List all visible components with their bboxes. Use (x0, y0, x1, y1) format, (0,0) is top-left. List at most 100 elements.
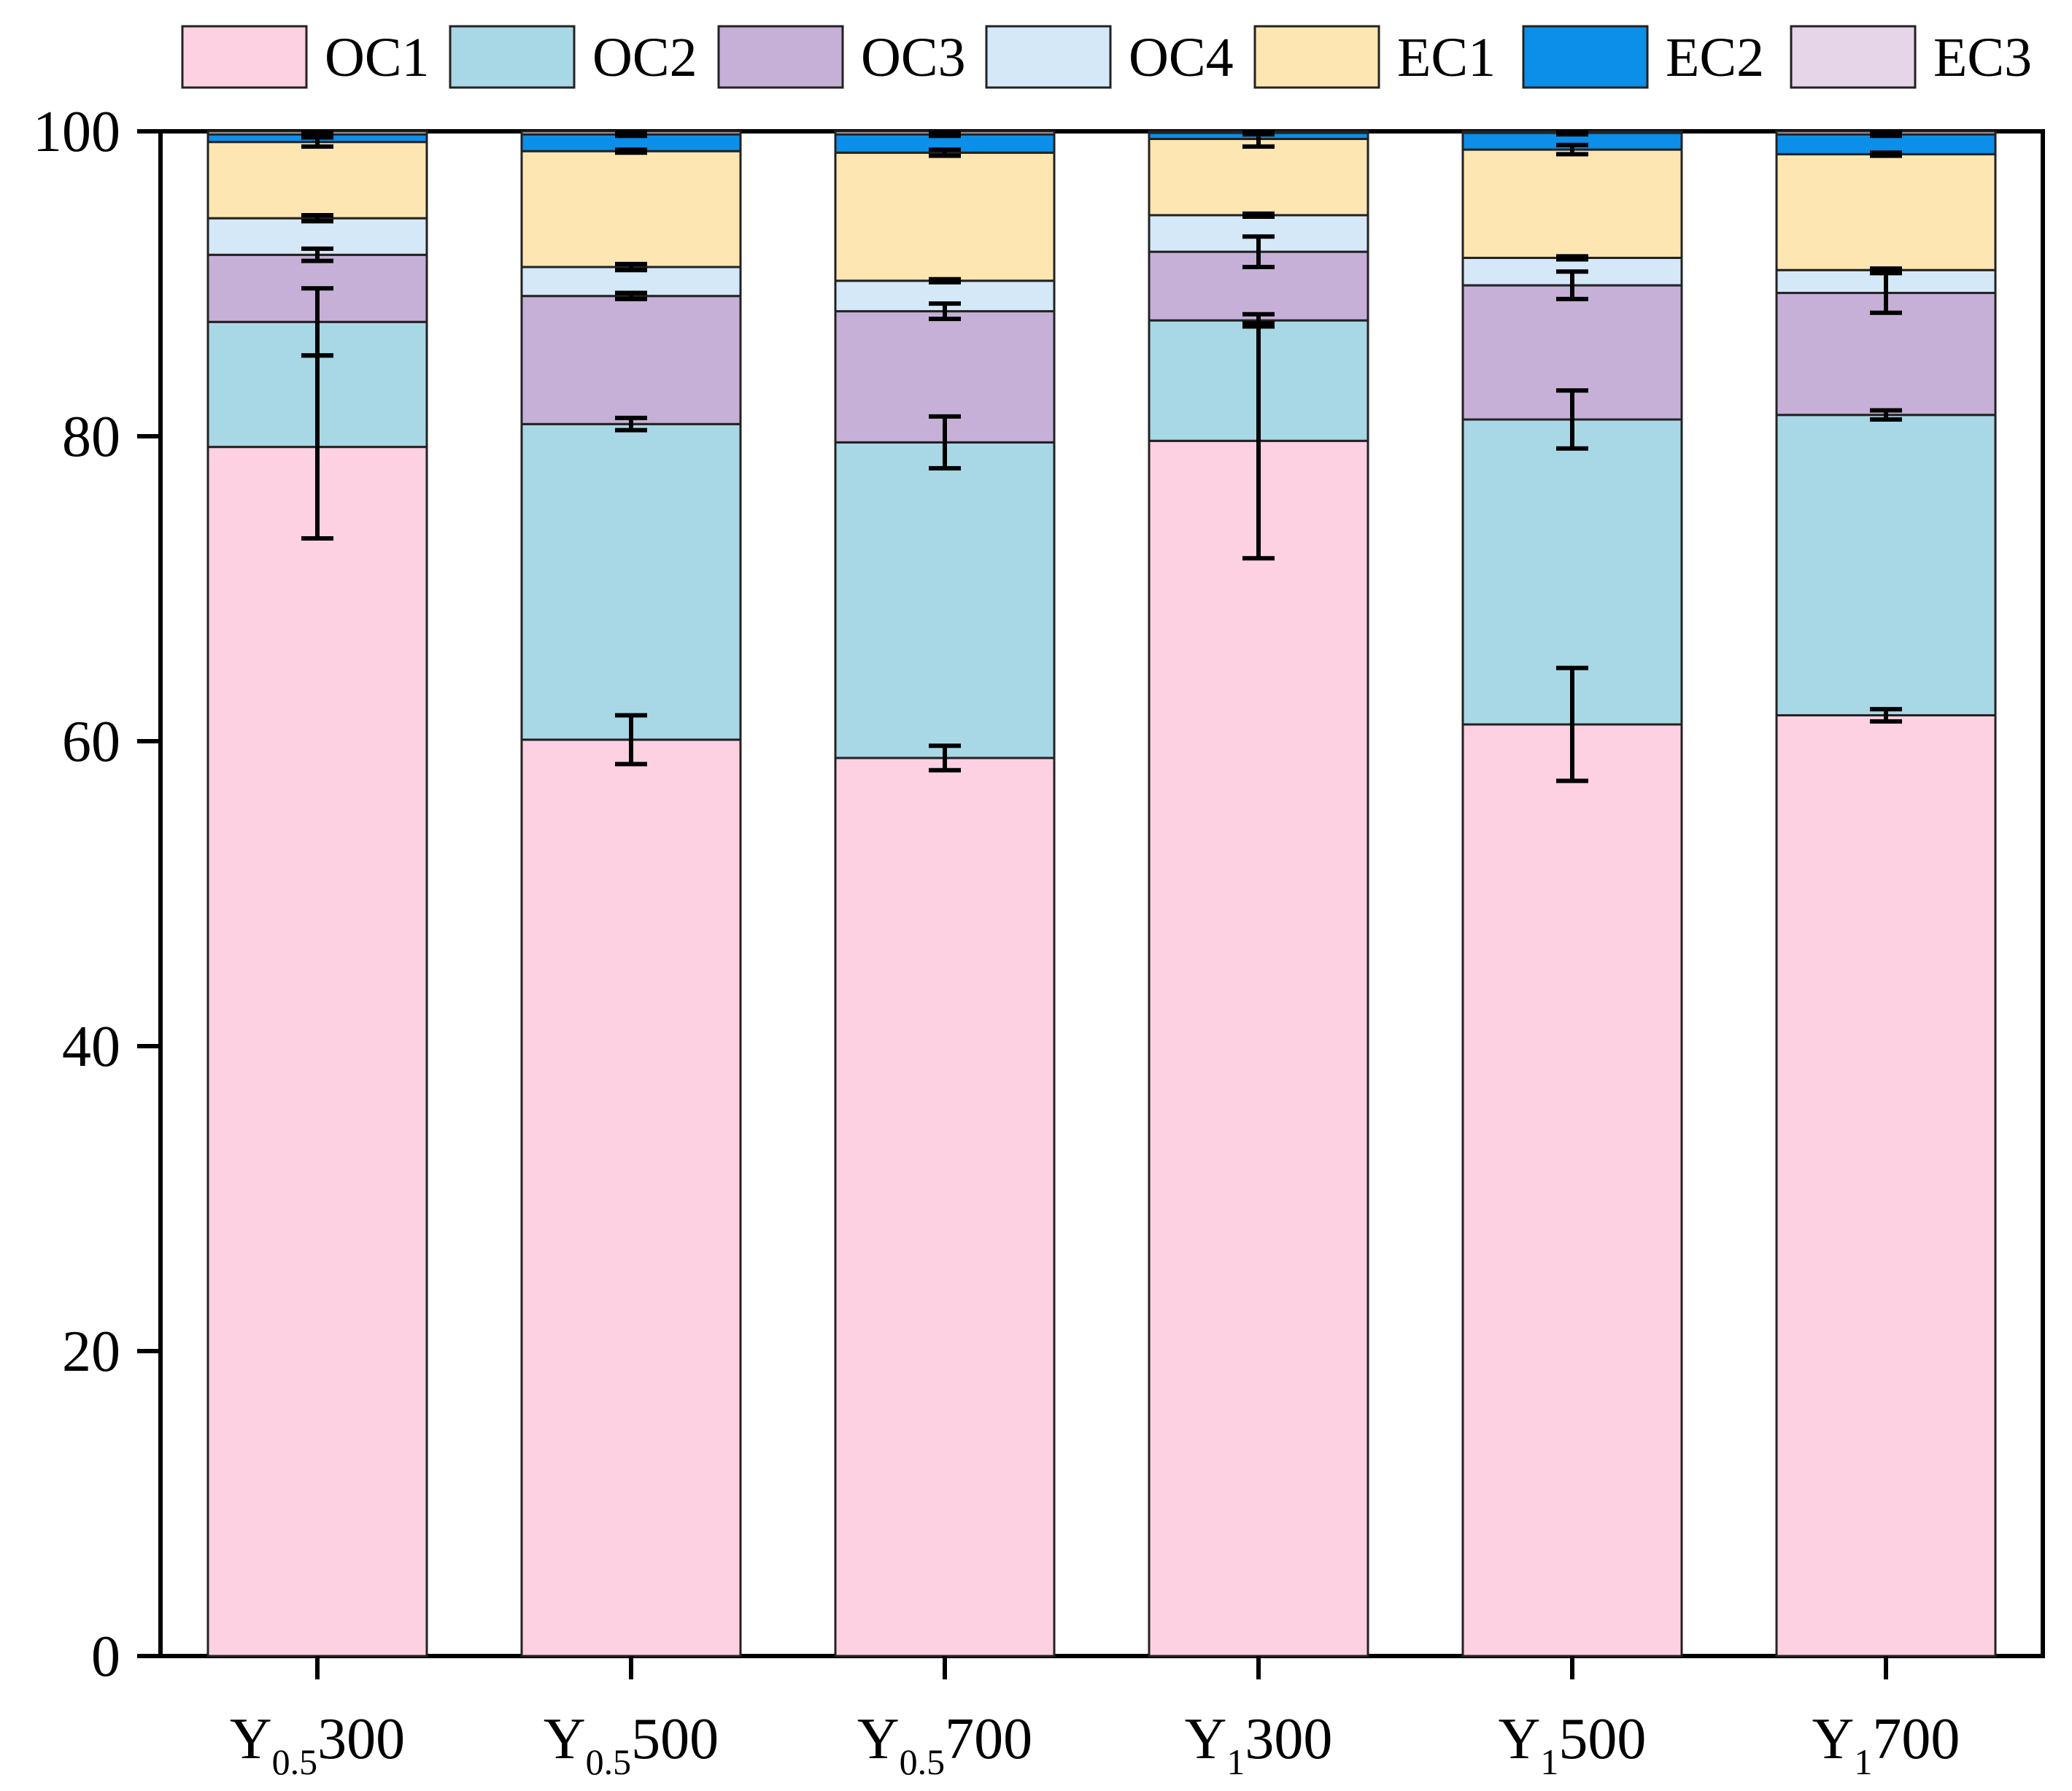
error-bar (1242, 312, 1275, 329)
bar-segment-oc1 (520, 738, 742, 1657)
bars (206, 130, 1997, 1657)
legend-item-oc1: OC1 (181, 25, 430, 89)
legend-swatch (1253, 25, 1380, 89)
error-bar (1870, 707, 1902, 724)
x-label-sub: 0.5 (272, 1741, 318, 1782)
x-label-suffix: 300 (317, 1707, 405, 1771)
y-tick-label: 20 (62, 1320, 120, 1384)
error-bar (1556, 269, 1588, 301)
legend-label: EC1 (1397, 27, 1496, 88)
error-bar (615, 713, 647, 767)
x-label-sub: 1 (1540, 1741, 1558, 1782)
x-tick-label: Y0.5500 (544, 1707, 719, 1782)
legend-label: OC1 (325, 27, 430, 88)
legend-item-oc3: OC3 (717, 25, 966, 89)
legend-swatch (449, 25, 576, 89)
error-bar (1870, 266, 1902, 274)
bar-segment-ec1 (834, 151, 1056, 282)
y-tick-label: 40 (62, 1015, 120, 1079)
error-bar (1242, 211, 1275, 220)
x-label-main: Y (1185, 1707, 1227, 1771)
x-tick-label: Y0.5700 (857, 1707, 1032, 1782)
x-axis: Y0.5300 Y0.5500 Y0.5700 Y1300 Y1500 Y1700 (230, 1656, 1960, 1782)
error-bar (929, 147, 961, 158)
legend-item-ec3: EC3 (1790, 25, 2032, 89)
error-bar (1556, 665, 1588, 784)
bar-segment-oc1 (1461, 723, 1683, 1657)
x-tick-label: Y1500 (1499, 1707, 1647, 1782)
bar-segment-ec1 (1461, 148, 1683, 259)
bar-segment-ec1 (520, 150, 742, 268)
x-tick-label: Y1300 (1185, 1707, 1333, 1782)
legend-item-ec2: EC2 (1522, 25, 1764, 89)
y-tick-label: 80 (62, 405, 120, 469)
y-tick-label: 60 (62, 710, 120, 774)
error-bar (615, 415, 647, 433)
error-bar (1870, 150, 1902, 158)
legend-label: OC2 (592, 27, 697, 88)
x-label-main: Y (230, 1707, 272, 1771)
error-bar (1556, 388, 1588, 451)
bar-segment-oc1 (1775, 713, 1997, 1657)
error-bar (1242, 234, 1275, 270)
error-bar (929, 131, 961, 139)
bar-segment-oc1 (834, 757, 1056, 1657)
error-bar (1870, 408, 1902, 422)
legend-label: EC3 (1933, 27, 2032, 88)
legend-label: OC4 (1129, 27, 1234, 88)
bar-segment-oc1 (1148, 439, 1369, 1657)
x-label-suffix: 700 (945, 1707, 1032, 1771)
error-bar (615, 147, 647, 155)
x-label-suffix: 500 (631, 1707, 719, 1771)
error-bar (929, 414, 961, 471)
y-tick-label: 0 (91, 1625, 120, 1689)
bar-segment-ec1 (206, 141, 428, 220)
bar-segment-ec1 (1775, 152, 1997, 271)
x-tick-label: Y1700 (1812, 1707, 1960, 1782)
error-bar (615, 131, 647, 139)
x-label-main: Y (1812, 1707, 1855, 1771)
bar-segment-oc1 (206, 446, 428, 1657)
error-bar (1556, 142, 1588, 157)
x-label-sub: 0.5 (586, 1741, 632, 1782)
legend-item-ec1: EC1 (1253, 25, 1496, 89)
legend-label: OC3 (861, 27, 966, 88)
error-bar (929, 301, 961, 322)
x-label-main: Y (857, 1707, 900, 1771)
error-bar (929, 276, 961, 285)
error-bar (1242, 129, 1275, 137)
legend-swatch (1790, 25, 1917, 89)
error-bar (301, 286, 333, 358)
x-label-sub: 1 (1854, 1741, 1872, 1782)
bar-segment-oc2 (834, 441, 1056, 759)
error-bar (1556, 254, 1588, 262)
bar-segment-oc2 (520, 422, 742, 741)
y-axis: 0 20 40 60 80 100 (33, 100, 161, 1689)
x-label-suffix: 700 (1872, 1707, 1960, 1771)
error-bar (301, 246, 333, 263)
error-bar (615, 261, 647, 273)
y-tick-label: 100 (33, 100, 120, 164)
error-bar (929, 743, 961, 773)
error-bar (301, 131, 333, 139)
x-tick-label: Y0.5300 (230, 1707, 405, 1782)
bar-segment-oc3 (520, 295, 742, 425)
error-bar (301, 212, 333, 224)
plot-frame (158, 129, 2045, 1658)
error-bar (1870, 131, 1902, 139)
x-label-suffix: 300 (1245, 1707, 1332, 1771)
legend-label: EC2 (1666, 27, 1764, 88)
error-bar (1556, 129, 1588, 137)
legend-swatch (985, 25, 1112, 89)
x-label-sub: 0.5 (900, 1741, 946, 1782)
legend-item-oc2: OC2 (449, 25, 697, 89)
error-bars (301, 129, 1902, 784)
legend-swatch (717, 25, 844, 89)
bar-segment-ec1 (1148, 137, 1369, 217)
legend-item-oc4: OC4 (985, 25, 1234, 89)
legend-swatch (1522, 25, 1649, 89)
legend-swatch (181, 25, 308, 89)
error-bar (615, 290, 647, 301)
